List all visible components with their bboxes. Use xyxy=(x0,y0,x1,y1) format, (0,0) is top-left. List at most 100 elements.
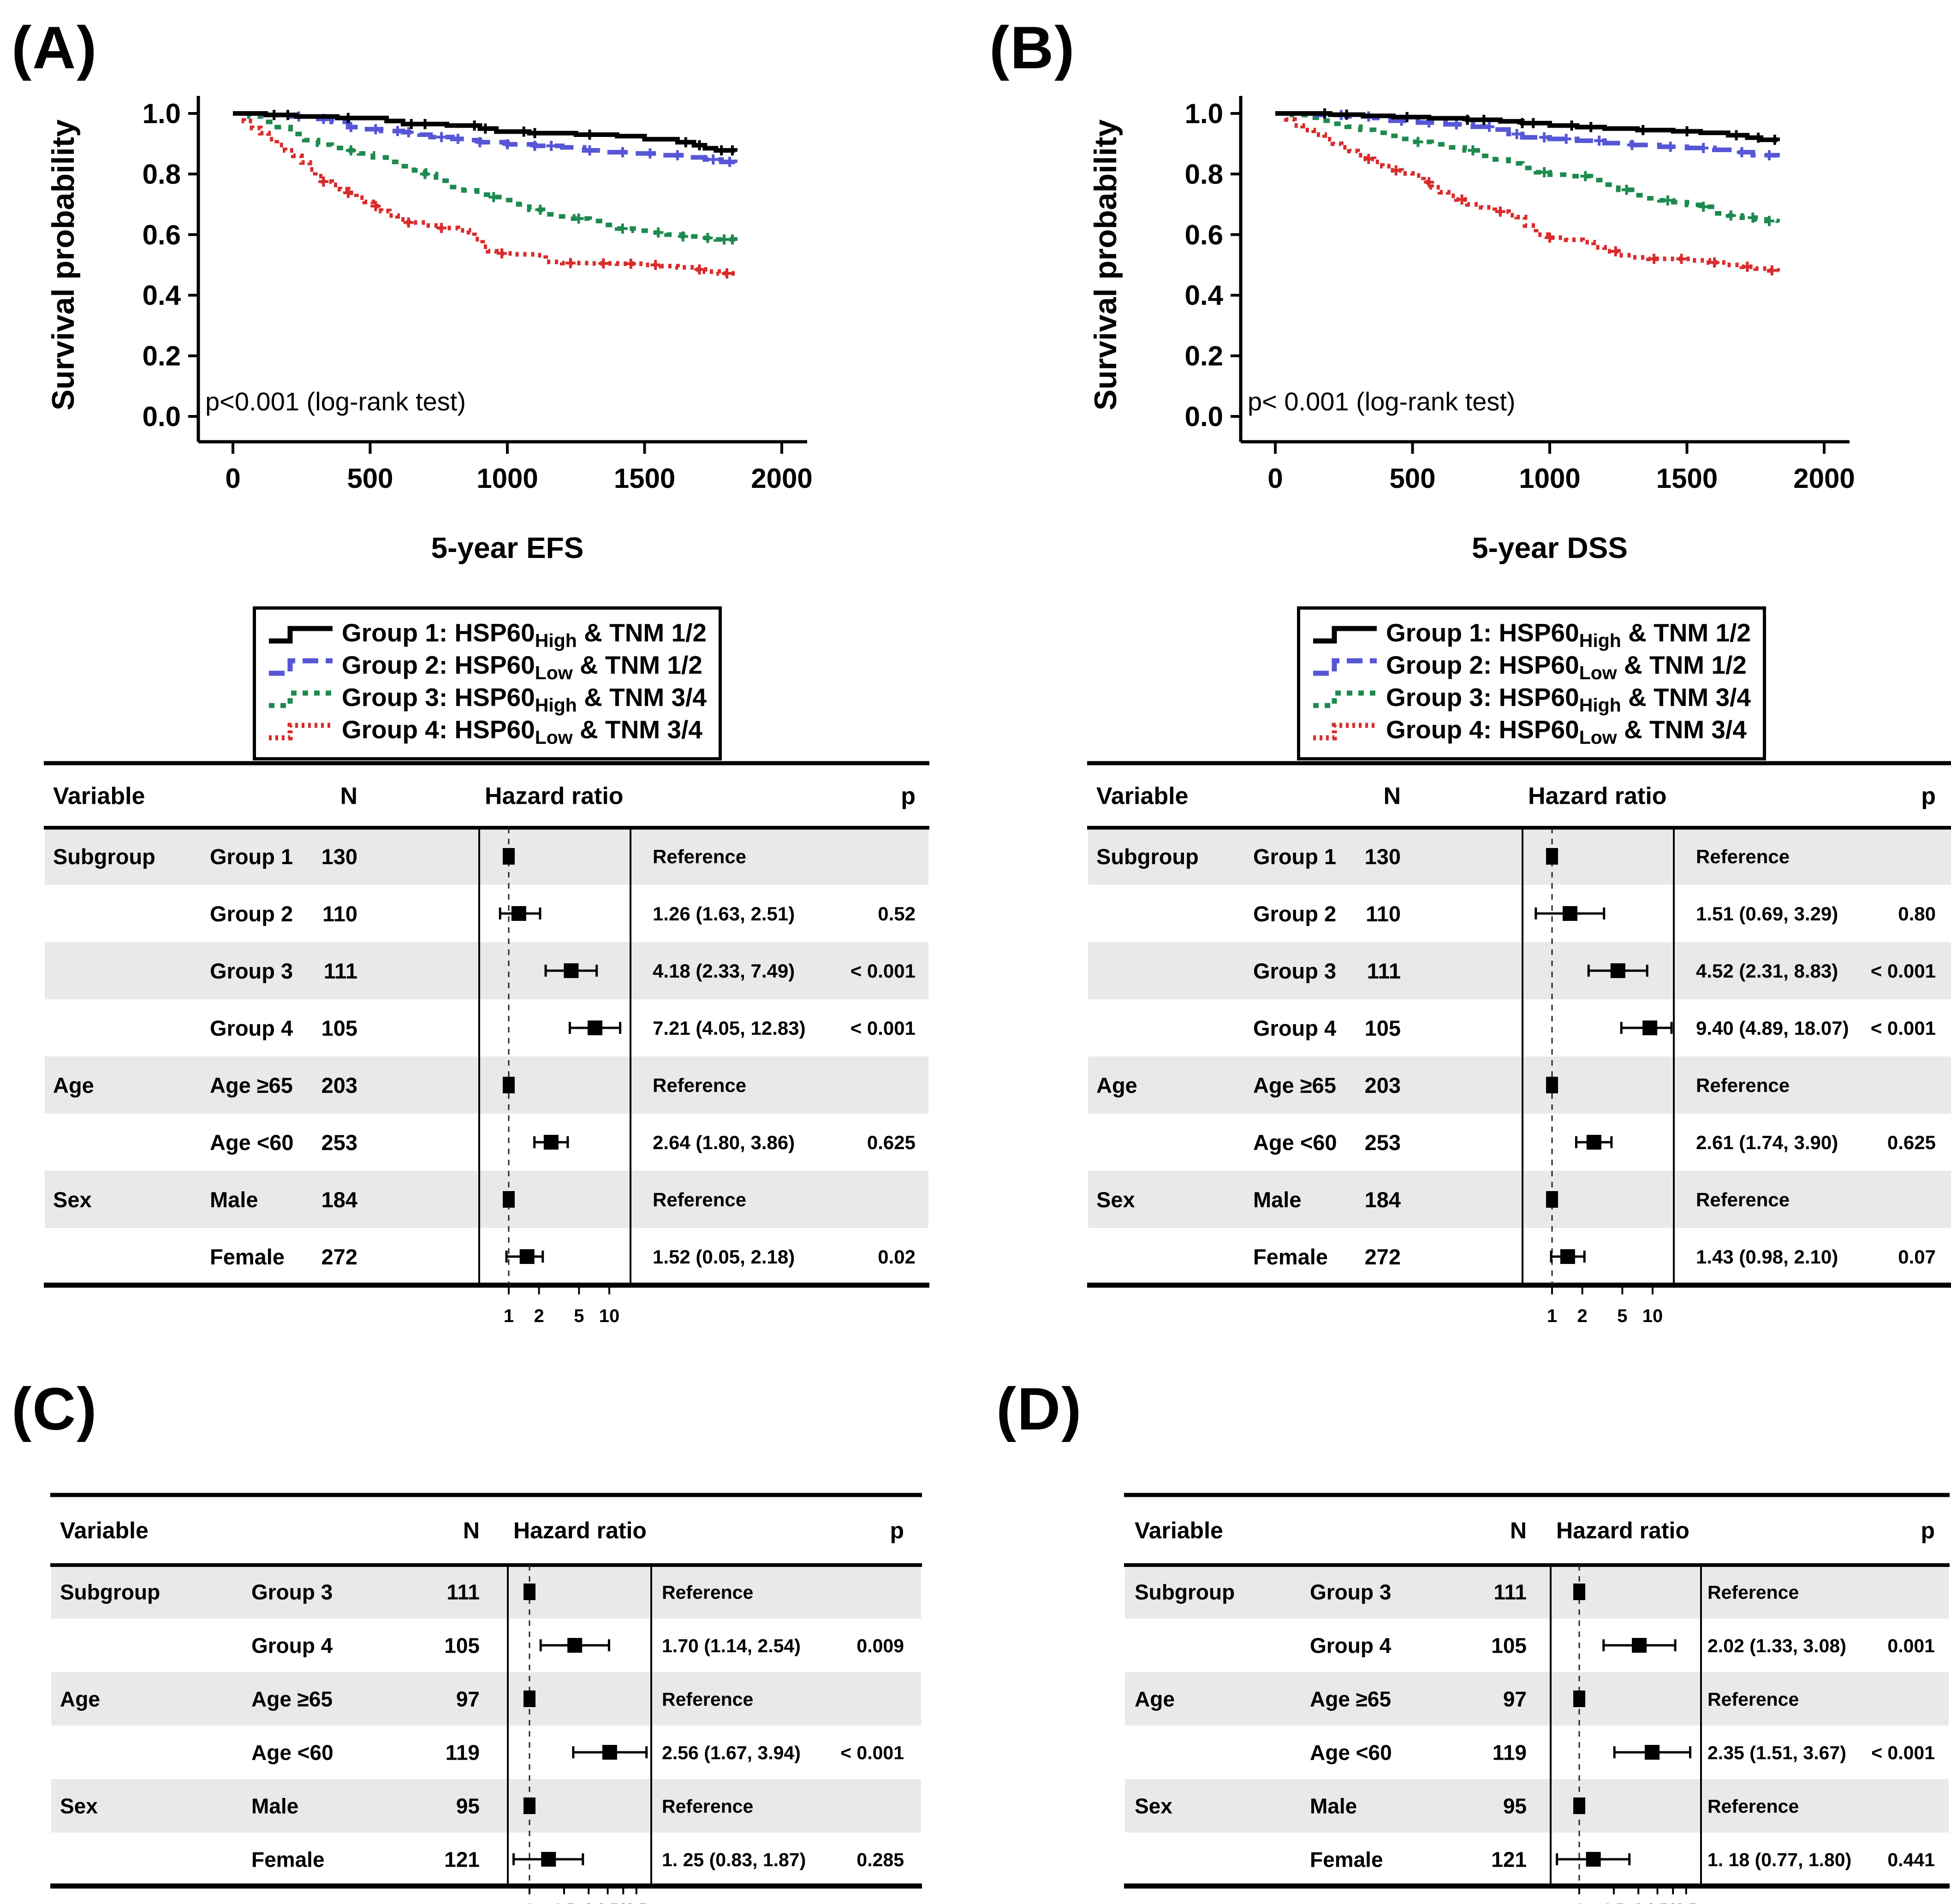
x-tick-label: 0 xyxy=(225,463,240,494)
censor-mark xyxy=(1545,232,1555,243)
censor-mark xyxy=(1676,254,1687,264)
cell-estimate: 1.70 (1.14, 2.54) xyxy=(662,1635,801,1656)
censor-mark xyxy=(452,134,463,144)
y-tick-label: 0.0 xyxy=(1185,401,1223,432)
forest-plot-dss-tnm34: Variable N Hazard ratio p 1 1.5 2 2.533.5 Subgro… xyxy=(1124,1480,1950,1904)
censor-mark xyxy=(1511,129,1522,139)
censor-mark xyxy=(708,154,719,165)
row-shade xyxy=(1125,1779,1949,1833)
censor-mark xyxy=(345,145,356,156)
forest-row: Group 3 111 4.52 (2.31, 8.83) < 0.001 xyxy=(1253,959,1936,983)
cell-variable: Subgroup xyxy=(1135,1580,1235,1604)
forest-row: Age <60 253 2.61 (1.74, 3.90) 0.625 xyxy=(1253,1130,1936,1155)
km-plot-dss: 1.0 0.8 0.6 0.4 0.2 0.0 0 500 1000 1500 2000 Surviv… xyxy=(1070,88,1946,604)
cell-level: Male xyxy=(251,1794,298,1818)
legend-item-group3: Group 3: HSP60High & TNM 3/4 xyxy=(266,683,707,716)
censor-mark xyxy=(565,258,576,268)
censor-mark xyxy=(573,213,584,224)
cell-variable: Subgroup xyxy=(1096,844,1199,869)
censor-mark xyxy=(617,147,628,158)
cell-estimate: Reference xyxy=(1707,1796,1799,1817)
censor-mark xyxy=(1457,194,1467,205)
censor-mark xyxy=(694,140,705,150)
censor-mark xyxy=(1737,147,1747,158)
row-shade xyxy=(1088,942,1951,999)
censor-mark xyxy=(1539,167,1550,178)
forest-row: Sex Male 184 Reference xyxy=(53,1187,746,1212)
censor-mark xyxy=(617,223,628,234)
cell-p: 0.001 xyxy=(1887,1635,1935,1656)
y-tick-label: 0.8 xyxy=(1185,159,1223,190)
forest-row: Female 272 1.43 (0.98, 2.10) 0.07 xyxy=(1253,1245,1936,1269)
censor-mark xyxy=(1767,265,1777,276)
censor-mark xyxy=(436,132,447,142)
cell-estimate: 1.43 (0.98, 2.10) xyxy=(1696,1246,1838,1268)
y-tick-label: 0.4 xyxy=(1185,280,1224,311)
hr-marker xyxy=(541,1852,556,1867)
y-axis-title: Survival probability xyxy=(46,119,81,410)
censor-mark xyxy=(1753,132,1764,143)
cell-p: < 0.001 xyxy=(851,960,916,982)
forest-row: Group 2 110 1.26 (1.63, 2.51) 0.52 xyxy=(210,902,916,926)
cell-level: Age <60 xyxy=(251,1741,333,1765)
col-header-n: N xyxy=(1383,783,1401,810)
hr-axis-tick-label: 5 xyxy=(574,1306,584,1323)
cell-level: Age ≥65 xyxy=(210,1073,293,1097)
censor-mark xyxy=(1698,142,1709,153)
cell-n: 111 xyxy=(324,959,357,983)
legend-item-group2: Group 2: HSP60Low & TNM 1/2 xyxy=(1310,651,1751,683)
cell-estimate: Reference xyxy=(662,1689,753,1710)
forest-plot-dss-all: Variable N Hazard ratio p 1 2 5 10 Subgroup Group… xyxy=(1087,752,1951,1326)
censor-mark xyxy=(1610,246,1621,256)
cell-estimate: Reference xyxy=(653,1189,746,1210)
hr-marker-reference xyxy=(1546,1077,1558,1093)
censor-mark xyxy=(1709,257,1719,268)
cell-level: Group 2 xyxy=(210,902,293,926)
cell-p: < 0.001 xyxy=(1871,1742,1935,1763)
hr-axis-tick-label: 10 xyxy=(1642,1306,1663,1323)
row-shade xyxy=(1125,1565,1949,1619)
legend-item-label: Group 2: HSP60Low & TNM 1/2 xyxy=(1386,650,1747,683)
forest-chart-B: Variable N Hazard ratio p 1 2 5 10 Subgroup Group… xyxy=(1087,761,1951,1326)
cell-estimate: 2.64 (1.80, 3.86) xyxy=(653,1132,795,1153)
col-header-hazard-ratio: Hazard ratio xyxy=(513,1518,647,1543)
cell-estimate: 1.26 (1.63, 2.51) xyxy=(653,903,795,925)
hr-marker-reference xyxy=(503,1191,515,1208)
forest-row: Age <60 253 2.64 (1.80, 3.86) 0.625 xyxy=(210,1130,916,1155)
cell-p: 0.625 xyxy=(1887,1132,1936,1153)
forest-row: Subgroup Group 1 130 Reference xyxy=(1096,844,1790,869)
censor-mark xyxy=(535,204,546,215)
cell-p: 0.80 xyxy=(1898,903,1936,925)
cell-level: Group 3 xyxy=(1310,1580,1391,1604)
cell-variable: Subgroup xyxy=(53,844,155,869)
cell-n: 111 xyxy=(1493,1580,1527,1604)
hr-marker xyxy=(1610,963,1625,978)
censor-mark xyxy=(1731,130,1742,141)
km-plot-efs: 1.0 0.8 0.6 0.4 0.2 0.0 0 500 1000 1500 2000 Surviv… xyxy=(28,88,904,604)
censor-mark xyxy=(1528,118,1539,129)
cell-level: Female xyxy=(1310,1848,1383,1872)
forest-row: Age Age ≥65 203 Reference xyxy=(1096,1073,1790,1097)
forest-row: Sex Male 95 Reference xyxy=(1135,1794,1799,1818)
cell-n: 184 xyxy=(1365,1187,1401,1212)
hr-axis-tick-label: 2 xyxy=(1634,1900,1642,1904)
p-value-annotation: p< 0.001 (log-rank test) xyxy=(1248,387,1516,416)
panel-b-label: (B) xyxy=(989,14,1076,81)
censor-mark xyxy=(1391,165,1401,176)
cell-n: 130 xyxy=(321,844,357,869)
hr-marker xyxy=(1632,1638,1647,1653)
hr-marker xyxy=(602,1745,617,1760)
censor-mark xyxy=(1363,154,1374,164)
forest-row: Group 3 111 4.18 (2.33, 7.49) < 0.001 xyxy=(210,959,916,983)
legend-line-sample-group3 xyxy=(269,690,333,708)
censor-mark xyxy=(343,188,353,198)
x-tick-label: 2000 xyxy=(751,463,812,494)
cell-level: Age ≥65 xyxy=(251,1687,333,1711)
y-tick-label: 0.6 xyxy=(143,219,181,250)
censor-mark xyxy=(475,137,485,148)
censor-mark xyxy=(502,139,512,150)
cell-estimate: 2.61 (1.74, 3.90) xyxy=(1696,1132,1838,1153)
censor-mark xyxy=(724,157,735,167)
cell-n: 184 xyxy=(321,1187,357,1212)
row-shade xyxy=(45,942,928,999)
